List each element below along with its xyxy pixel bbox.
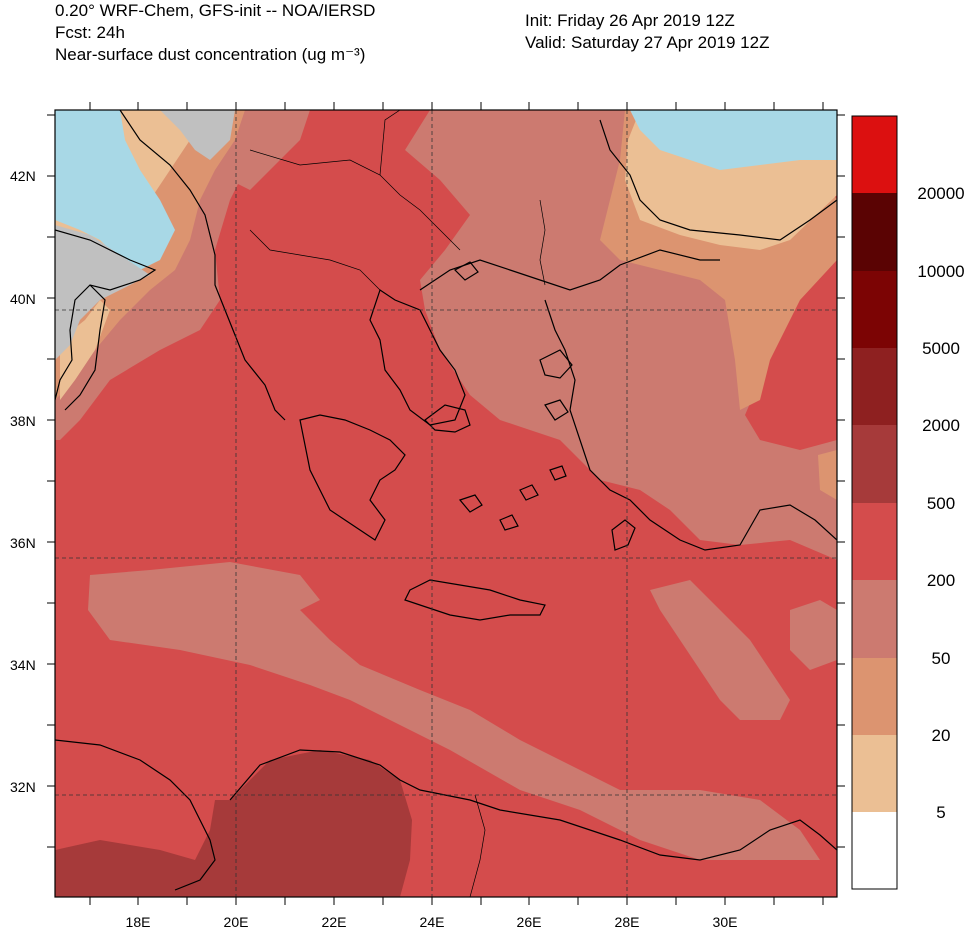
coast-cyclades	[458, 465, 567, 531]
lon-label: 18E	[126, 914, 151, 930]
dust-level-50-band	[88, 562, 820, 860]
colorbar-outline	[851, 115, 898, 890]
dust-level-50-bosnia	[225, 110, 310, 190]
lon-label: 24E	[420, 914, 445, 930]
coast-chios	[544, 399, 569, 421]
border-albania	[249, 229, 381, 291]
coastlines	[55, 110, 837, 891]
lat-label: 38N	[10, 413, 36, 429]
border-north	[379, 110, 401, 176]
dust-level-5-italy	[60, 300, 110, 400]
dust-level-500-region	[55, 750, 412, 897]
coast-euboea	[424, 404, 471, 433]
lon-label: 30E	[713, 914, 738, 930]
lat-label: 34N	[10, 657, 36, 673]
colorbar-swatch	[852, 735, 897, 812]
lat-label: 32N	[10, 779, 36, 795]
coast-italy	[55, 229, 157, 401]
border-balkans	[249, 149, 461, 251]
colorbar-label: 20000	[917, 184, 964, 203]
valid-time: Valid: Saturday 27 Apr 2019 12Z	[525, 33, 770, 52]
country-borders	[249, 110, 546, 897]
colorbar-swatch	[852, 503, 897, 580]
lon-label: 20E	[224, 914, 249, 930]
no-data-land-italy	[55, 225, 150, 360]
dust-level-50-blob-east	[790, 600, 837, 670]
model-title: 0.20° WRF-Chem, GFS-init -- NOA/IERSD	[55, 1, 376, 20]
map-header-right: Init: Friday 26 Apr 2019 12Z Valid: Satu…	[525, 10, 769, 54]
colorbar-swatch	[852, 580, 897, 658]
no-data-land-croatia	[160, 110, 235, 160]
variable-title: Near-surface dust concentration (ug m⁻³)	[55, 45, 366, 64]
coast-libya	[55, 739, 216, 891]
border-greece-turkey	[539, 199, 546, 286]
map-frame	[54, 109, 838, 898]
border-libya-egypt	[469, 794, 486, 897]
lat-label: 36N	[10, 535, 36, 551]
lat-label: 42N	[10, 168, 36, 184]
coast-turkey-west	[544, 299, 837, 551]
coast-aegean-mainland	[369, 289, 466, 426]
colorbar-label: 10000	[917, 262, 964, 281]
colorbar-swatch	[852, 193, 897, 271]
lon-label: 28E	[615, 914, 640, 930]
coast-blacksea	[599, 119, 837, 241]
coast-thrace	[419, 249, 720, 291]
no-data-sea-adriatic	[55, 110, 175, 270]
colorbar-label: 2000	[922, 416, 960, 435]
colorbar-label: 200	[927, 571, 955, 590]
colorbar-label: 5000	[922, 339, 960, 358]
colorbar-swatch	[852, 812, 897, 889]
lon-label: 22E	[322, 914, 347, 930]
colorbar-label: 50	[932, 649, 951, 668]
coast-crete	[404, 579, 546, 621]
lat-label: 40N	[10, 291, 36, 307]
colorbar-swatch	[852, 658, 897, 735]
colorbar-label: 5	[936, 803, 945, 822]
colorbar-swatch	[852, 348, 897, 425]
coast-thasos	[454, 261, 479, 281]
longitude-labels: 18E 20E 22E 24E 26E 28E 30E	[126, 914, 738, 930]
dust-level-50-blob	[650, 580, 790, 720]
axis-ticks	[47, 102, 845, 905]
colorbar-swatch	[852, 425, 897, 503]
colorbar: 20000 10000 5000 2000 500 200 50 20 5	[851, 115, 965, 890]
colorbar-swatch	[852, 271, 897, 348]
lon-label: 26E	[517, 914, 542, 930]
colorbar-swatch	[852, 116, 897, 193]
graticule	[55, 110, 837, 897]
coast-cyrenaica	[229, 749, 837, 861]
map-header-left: 0.20° WRF-Chem, GFS-init -- NOA/IERSD Fc…	[55, 0, 375, 66]
dust-level-20-east	[818, 450, 837, 500]
no-data-sea-blacksea	[630, 110, 837, 170]
latitude-labels: 42N 40N 38N 36N 34N 32N	[10, 168, 36, 795]
coast-lesbos	[539, 349, 573, 379]
coast-peloponnese	[299, 414, 406, 541]
coast-rhodes	[611, 519, 636, 551]
coast-adriatic-east	[119, 110, 286, 421]
init-time: Init: Friday 26 Apr 2019 12Z	[525, 11, 735, 30]
forecast-hour: Fcst: 24h	[55, 23, 125, 42]
coast-italy-heel	[64, 284, 106, 411]
colorbar-label: 20	[932, 726, 951, 745]
colorbar-label: 500	[927, 494, 955, 513]
map-plot-area	[55, 110, 837, 897]
